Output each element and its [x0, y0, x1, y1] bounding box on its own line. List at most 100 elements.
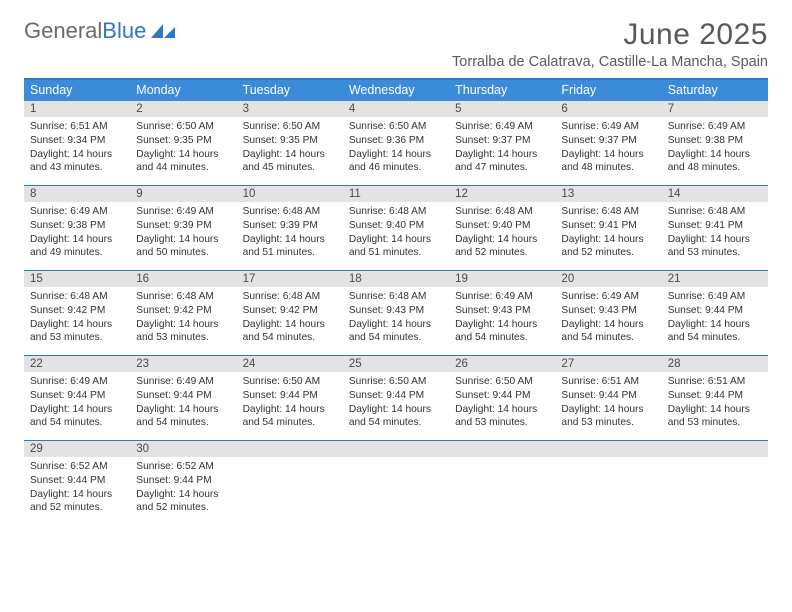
- day-cell: 18Sunrise: 6:48 AMSunset: 9:43 PMDayligh…: [343, 271, 449, 355]
- day-details: Sunrise: 6:49 AMSunset: 9:43 PMDaylight:…: [555, 287, 661, 349]
- day-cell: 4Sunrise: 6:50 AMSunset: 9:36 PMDaylight…: [343, 101, 449, 185]
- day-details: Sunrise: 6:50 AMSunset: 9:35 PMDaylight:…: [130, 117, 236, 179]
- weekday-header: Thursday: [449, 80, 555, 101]
- daylight-text-2: and 54 minutes.: [243, 416, 337, 430]
- sunset-text: Sunset: 9:38 PM: [668, 134, 762, 148]
- sunset-text: Sunset: 9:38 PM: [30, 219, 124, 233]
- daylight-text: Daylight: 14 hours: [668, 233, 762, 247]
- sunset-text: Sunset: 9:35 PM: [243, 134, 337, 148]
- day-number: 13: [555, 186, 661, 202]
- day-cell: 14Sunrise: 6:48 AMSunset: 9:41 PMDayligh…: [662, 186, 768, 270]
- daylight-text: Daylight: 14 hours: [349, 318, 443, 332]
- day-number: 19: [449, 271, 555, 287]
- sunset-text: Sunset: 9:37 PM: [561, 134, 655, 148]
- day-number: 28: [662, 356, 768, 372]
- daylight-text-2: and 53 minutes.: [455, 416, 549, 430]
- sunrise-text: Sunrise: 6:50 AM: [349, 375, 443, 389]
- day-details: Sunrise: 6:49 AMSunset: 9:38 PMDaylight:…: [24, 202, 130, 264]
- day-cell: 11Sunrise: 6:48 AMSunset: 9:40 PMDayligh…: [343, 186, 449, 270]
- calendar-week: 1Sunrise: 6:51 AMSunset: 9:34 PMDaylight…: [24, 101, 768, 185]
- daylight-text-2: and 48 minutes.: [668, 161, 762, 175]
- sunset-text: Sunset: 9:40 PM: [349, 219, 443, 233]
- sunset-text: Sunset: 9:41 PM: [668, 219, 762, 233]
- day-number: 26: [449, 356, 555, 372]
- sunset-text: Sunset: 9:40 PM: [455, 219, 549, 233]
- day-cell: 26Sunrise: 6:50 AMSunset: 9:44 PMDayligh…: [449, 356, 555, 440]
- daylight-text: Daylight: 14 hours: [561, 318, 655, 332]
- day-details: Sunrise: 6:50 AMSunset: 9:36 PMDaylight:…: [343, 117, 449, 179]
- daylight-text: Daylight: 14 hours: [136, 148, 230, 162]
- daylight-text-2: and 54 minutes.: [668, 331, 762, 345]
- day-number: 25: [343, 356, 449, 372]
- day-details: Sunrise: 6:48 AMSunset: 9:40 PMDaylight:…: [449, 202, 555, 264]
- daylight-text-2: and 54 minutes.: [349, 331, 443, 345]
- day-details: Sunrise: 6:49 AMSunset: 9:39 PMDaylight:…: [130, 202, 236, 264]
- day-details: Sunrise: 6:49 AMSunset: 9:44 PMDaylight:…: [130, 372, 236, 434]
- day-details: Sunrise: 6:50 AMSunset: 9:35 PMDaylight:…: [237, 117, 343, 179]
- sunset-text: Sunset: 9:43 PM: [349, 304, 443, 318]
- sunrise-text: Sunrise: 6:50 AM: [455, 375, 549, 389]
- day-number: 17: [237, 271, 343, 287]
- daylight-text: Daylight: 14 hours: [136, 233, 230, 247]
- sunrise-text: Sunrise: 6:52 AM: [136, 460, 230, 474]
- daylight-text: Daylight: 14 hours: [136, 403, 230, 417]
- sunset-text: Sunset: 9:44 PM: [349, 389, 443, 403]
- daylight-text: Daylight: 14 hours: [136, 488, 230, 502]
- day-number: 22: [24, 356, 130, 372]
- daylight-text: Daylight: 14 hours: [243, 403, 337, 417]
- day-details: Sunrise: 6:48 AMSunset: 9:42 PMDaylight:…: [130, 287, 236, 349]
- title-block: June 2025 Torralba de Calatrava, Castill…: [452, 18, 768, 70]
- sunrise-text: Sunrise: 6:52 AM: [30, 460, 124, 474]
- sunrise-text: Sunrise: 6:48 AM: [243, 290, 337, 304]
- day-cell: 1Sunrise: 6:51 AMSunset: 9:34 PMDaylight…: [24, 101, 130, 185]
- day-details: Sunrise: 6:48 AMSunset: 9:42 PMDaylight:…: [237, 287, 343, 349]
- day-number: 18: [343, 271, 449, 287]
- sunrise-text: Sunrise: 6:50 AM: [243, 375, 337, 389]
- day-cell: 22Sunrise: 6:49 AMSunset: 9:44 PMDayligh…: [24, 356, 130, 440]
- sunrise-text: Sunrise: 6:48 AM: [561, 205, 655, 219]
- day-number: 27: [555, 356, 661, 372]
- day-number: 16: [130, 271, 236, 287]
- day-details: Sunrise: 6:48 AMSunset: 9:43 PMDaylight:…: [343, 287, 449, 349]
- page-title: June 2025: [452, 18, 768, 52]
- day-cell: 2Sunrise: 6:50 AMSunset: 9:35 PMDaylight…: [130, 101, 236, 185]
- day-details: Sunrise: 6:51 AMSunset: 9:44 PMDaylight:…: [662, 372, 768, 434]
- day-details: Sunrise: 6:50 AMSunset: 9:44 PMDaylight:…: [449, 372, 555, 434]
- header: GeneralBlue June 2025 Torralba de Calatr…: [24, 18, 768, 70]
- daylight-text: Daylight: 14 hours: [668, 318, 762, 332]
- day-number: 29: [24, 441, 130, 457]
- day-details: Sunrise: 6:48 AMSunset: 9:42 PMDaylight:…: [24, 287, 130, 349]
- daylight-text: Daylight: 14 hours: [30, 403, 124, 417]
- logo: GeneralBlue: [24, 18, 176, 44]
- day-details: Sunrise: 6:49 AMSunset: 9:43 PMDaylight:…: [449, 287, 555, 349]
- sunset-text: Sunset: 9:44 PM: [243, 389, 337, 403]
- sunrise-text: Sunrise: 6:48 AM: [136, 290, 230, 304]
- day-number: 2: [130, 101, 236, 117]
- day-cell: 8Sunrise: 6:49 AMSunset: 9:38 PMDaylight…: [24, 186, 130, 270]
- sail-icon: [150, 22, 176, 40]
- day-number: 30: [130, 441, 236, 457]
- daylight-text: Daylight: 14 hours: [455, 233, 549, 247]
- sunset-text: Sunset: 9:35 PM: [136, 134, 230, 148]
- weekday-header: Friday: [555, 80, 661, 101]
- sunset-text: Sunset: 9:42 PM: [136, 304, 230, 318]
- day-cell: 30Sunrise: 6:52 AMSunset: 9:44 PMDayligh…: [130, 441, 236, 525]
- day-cell: 9Sunrise: 6:49 AMSunset: 9:39 PMDaylight…: [130, 186, 236, 270]
- day-number: 7: [662, 101, 768, 117]
- sunrise-text: Sunrise: 6:49 AM: [455, 120, 549, 134]
- sunrise-text: Sunrise: 6:49 AM: [136, 375, 230, 389]
- day-details: Sunrise: 6:50 AMSunset: 9:44 PMDaylight:…: [237, 372, 343, 434]
- day-details: Sunrise: 6:48 AMSunset: 9:41 PMDaylight:…: [662, 202, 768, 264]
- day-details: Sunrise: 6:49 AMSunset: 9:37 PMDaylight:…: [555, 117, 661, 179]
- daylight-text-2: and 45 minutes.: [243, 161, 337, 175]
- day-number: 23: [130, 356, 236, 372]
- sunrise-text: Sunrise: 6:48 AM: [349, 205, 443, 219]
- sunrise-text: Sunrise: 6:49 AM: [455, 290, 549, 304]
- sunrise-text: Sunrise: 6:48 AM: [349, 290, 443, 304]
- day-number: 1: [24, 101, 130, 117]
- sunrise-text: Sunrise: 6:48 AM: [455, 205, 549, 219]
- daylight-text-2: and 47 minutes.: [455, 161, 549, 175]
- daylight-text: Daylight: 14 hours: [668, 403, 762, 417]
- day-number: .: [555, 441, 661, 457]
- sunset-text: Sunset: 9:44 PM: [668, 304, 762, 318]
